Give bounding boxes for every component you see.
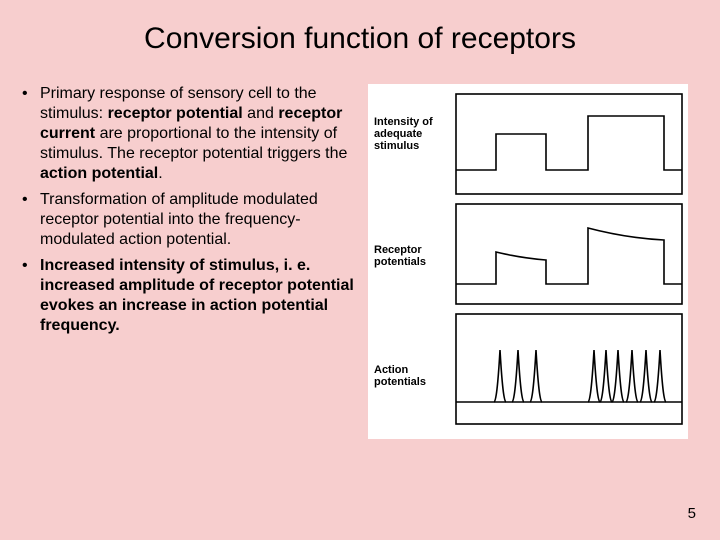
bullet-item: Increased intensity of stimulus, i. e. i… (16, 256, 356, 336)
figure-panel: Intensity ofadequatestimulus Receptorpote… (368, 84, 688, 439)
bullet-text: Transformation of amplitude modulated re… (40, 191, 318, 248)
bullet-item: Primary response of sensory cell to the … (16, 84, 356, 184)
panel-label: Receptorpotentials (374, 244, 426, 268)
bullet-item: Transformation of amplitude modulated re… (16, 190, 356, 250)
bullet-text: receptor potential (108, 105, 243, 122)
panel-label: Actionpotentials (374, 364, 426, 388)
bullet-text: and (243, 105, 279, 122)
bullet-text: action potential (40, 165, 158, 182)
panel-label: Intensity ofadequatestimulus (374, 116, 433, 152)
content-row: Primary response of sensory cell to the … (0, 64, 720, 439)
bullet-text: . (158, 165, 162, 182)
page-number: 5 (688, 505, 696, 522)
slide-title: Conversion function of receptors (0, 0, 720, 64)
bullet-list: Primary response of sensory cell to the … (16, 84, 356, 439)
bullet-text: Increased intensity of stimulus, i. e. i… (40, 257, 354, 334)
